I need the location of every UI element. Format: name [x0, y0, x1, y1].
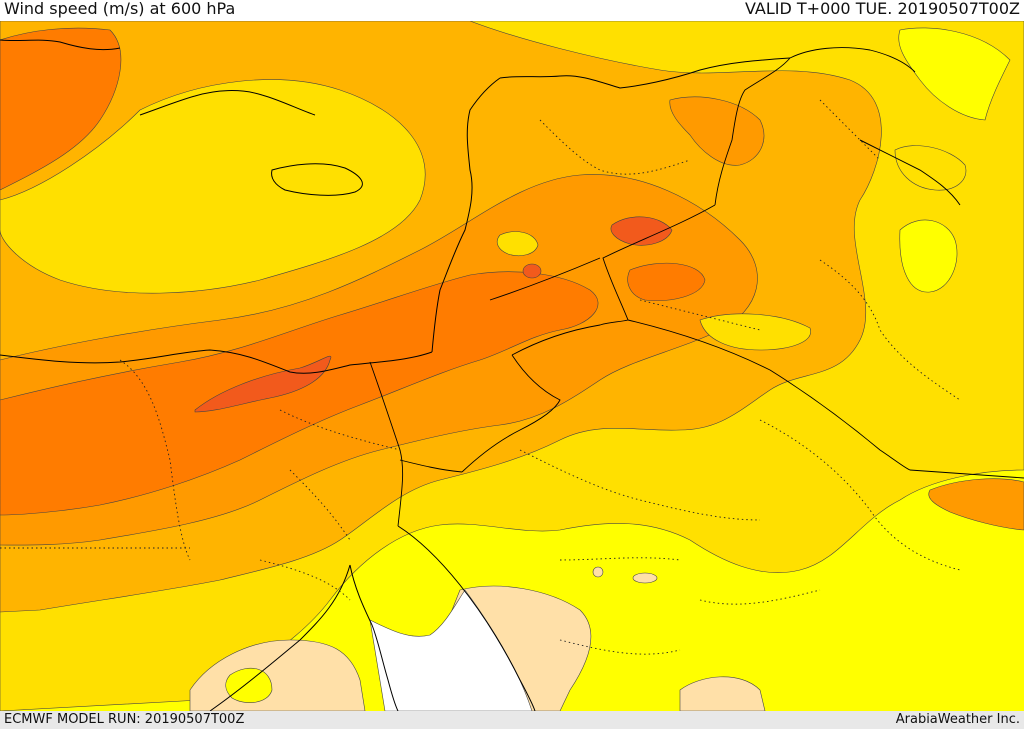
model-run: ECMWF MODEL RUN: 20190507T00Z [4, 712, 245, 727]
valid-time: VALID T+000 TUE. 20190507T00Z [744, 0, 1020, 18]
field-band-5-east-b [928, 478, 1024, 531]
field-band-6 [0, 271, 599, 516]
field-band-3-pocket [0, 79, 426, 294]
field-band-3-c [496, 231, 539, 256]
field-band-2-ne [899, 219, 958, 293]
field-band-7-b [610, 216, 673, 246]
field-band-3-e [699, 313, 811, 351]
admin-boundaries [0, 99, 961, 655]
field-band-1-e [592, 566, 604, 578]
field-band-1-d [632, 572, 658, 584]
field-band-1-c [679, 676, 766, 711]
wind-speed-map [0, 21, 1024, 711]
country-borders [369, 47, 1024, 527]
map-title: Wind speed (m/s) at 600 hPa [4, 0, 236, 18]
credit: ArabiaWeather Inc. [895, 712, 1020, 727]
field-band-2-s [225, 667, 273, 703]
field-band-7 [194, 355, 332, 413]
field-band-6-nw [0, 27, 122, 191]
field-band-6-east [627, 262, 706, 301]
field-band-7-c [522, 263, 542, 279]
map-header: Wind speed (m/s) at 600 hPa VALID T+000 … [0, 0, 1024, 21]
coastlines [0, 39, 961, 711]
field-band-3-ne [894, 145, 967, 191]
field-band-5-east [669, 96, 765, 166]
map-footer: ECMWF MODEL RUN: 20190507T00Z ArabiaWeat… [0, 711, 1024, 729]
